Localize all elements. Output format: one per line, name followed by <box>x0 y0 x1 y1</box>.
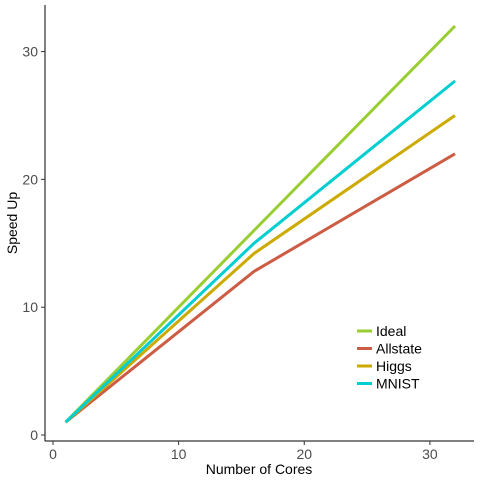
series-line-allstate <box>64 152 456 424</box>
legend-item-ideal: Ideal <box>357 323 406 339</box>
x-axis-ticks: 0 10 20 30 <box>49 441 438 462</box>
legend-label-ideal: Ideal <box>376 323 406 339</box>
y-tick-label: 20 <box>22 171 38 187</box>
legend-item-allstate: Allstate <box>357 341 422 357</box>
x-axis-title: Number of Cores <box>206 461 313 477</box>
y-axis-title: Speed Up <box>4 192 20 254</box>
series-line-higgs <box>64 114 456 424</box>
legend-label-mnist: MNIST <box>376 376 420 392</box>
y-tick-label: 10 <box>22 299 38 315</box>
legend-item-mnist: MNIST <box>357 376 420 392</box>
x-tick-label: 0 <box>49 446 57 462</box>
legend-item-higgs: Higgs <box>357 358 412 374</box>
y-tick-label: 0 <box>30 427 38 443</box>
series-line-ideal <box>64 24 457 424</box>
x-tick-label: 10 <box>171 446 187 462</box>
y-axis-ticks: 0 10 20 30 <box>22 44 45 443</box>
x-tick-label: 20 <box>296 446 312 462</box>
y-tick-label: 30 <box>22 44 38 60</box>
legend-label-higgs: Higgs <box>376 358 412 374</box>
series-line-mnist <box>64 79 456 424</box>
legend-label-allstate: Allstate <box>376 341 422 357</box>
x-tick-label: 30 <box>422 446 438 462</box>
plot-area <box>64 24 457 424</box>
